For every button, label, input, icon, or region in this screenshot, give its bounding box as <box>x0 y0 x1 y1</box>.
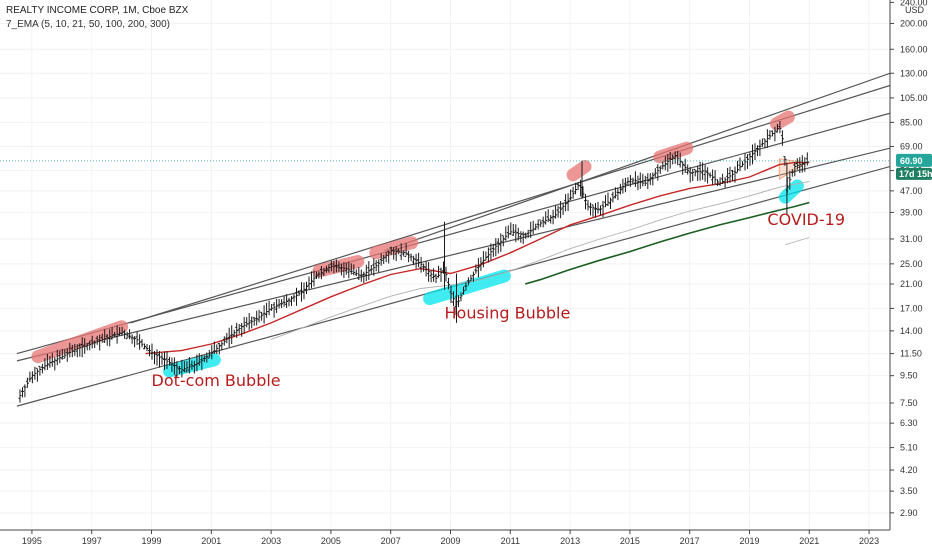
y-tick-label: 7.50 <box>900 398 918 408</box>
x-tick-label: 2011 <box>501 536 520 546</box>
x-tick-label: 2013 <box>560 536 580 546</box>
y-tick-label: 11.50 <box>900 349 922 359</box>
x-tick-label: 2009 <box>440 536 460 546</box>
annotation-label: Housing Bubble <box>445 303 571 322</box>
x-tick-label: 2005 <box>321 536 341 546</box>
y-tick-label: 85.00 <box>900 117 923 127</box>
y-tick-label: 4.20 <box>900 465 918 475</box>
y-tick-label: 17.00 <box>900 303 923 313</box>
top-marker <box>312 255 365 278</box>
ema-line <box>524 201 810 285</box>
top-marker <box>769 110 795 131</box>
top-marker <box>566 160 592 182</box>
channel-line <box>384 72 891 252</box>
channel-line <box>130 84 891 324</box>
price-bars <box>18 121 809 403</box>
x-tick-label: 2003 <box>261 536 281 546</box>
channel-line <box>16 147 891 362</box>
y-tick-label: 200.00 <box>900 18 928 28</box>
y-tick-label: 69.00 <box>900 141 923 151</box>
x-tick-label: 2015 <box>620 536 640 546</box>
ema-line <box>785 237 810 246</box>
y-tick-label: 2.90 <box>900 508 918 518</box>
y-tick-label: 9.50 <box>900 371 918 381</box>
y-tick-label: 160.00 <box>900 44 928 54</box>
bottom-marker <box>423 269 511 306</box>
y-tick-label: 130.00 <box>900 68 928 78</box>
y-tick-label: 21.00 <box>900 279 923 289</box>
y-tick-label: 3.50 <box>900 486 918 496</box>
top-marker <box>653 141 694 164</box>
x-tick-label: 2019 <box>739 536 759 546</box>
x-tick-label: 2007 <box>381 536 401 546</box>
x-tick-label: 1995 <box>22 536 42 546</box>
y-tick-label: 105.00 <box>900 93 928 103</box>
chart-title: REALTY INCOME CORP, 1M, Cboe BZX <box>6 5 189 16</box>
last-price-tag <box>896 153 932 167</box>
x-tick-label: 2001 <box>201 536 221 546</box>
countdown-tag <box>896 167 932 180</box>
x-tick-label: 1999 <box>141 536 161 546</box>
y-tick-label: 47.00 <box>900 186 923 196</box>
ema-line <box>145 161 810 355</box>
y-tick-label: 39.00 <box>900 207 923 217</box>
x-tick-label: 1997 <box>82 536 102 546</box>
top-marker <box>31 320 129 364</box>
y-tick-label: 5.10 <box>900 443 918 453</box>
ema-line <box>270 180 810 340</box>
y-tick-label: 6.30 <box>900 418 918 428</box>
last-price-label: 60.90 <box>900 156 923 166</box>
annotation-label: COVID-19 <box>767 210 845 229</box>
axis-unit-label: USD <box>905 5 925 15</box>
y-tick-label: 31.00 <box>900 234 923 244</box>
x-tick-label: 2021 <box>799 536 819 546</box>
annotation-label: Dot-com Bubble <box>152 371 281 390</box>
x-tick-label: 2017 <box>680 536 700 546</box>
y-tick-label: 25.00 <box>900 259 923 269</box>
y-tick-label: 14.00 <box>900 326 923 336</box>
y-tick-label: 240.00 <box>900 0 928 7</box>
x-tick-label: 2023 <box>859 536 879 546</box>
indicator-label: 7_EMA (5, 10, 21, 50, 100, 200, 300) <box>6 19 171 30</box>
countdown-label: 17d 15h <box>899 169 932 179</box>
